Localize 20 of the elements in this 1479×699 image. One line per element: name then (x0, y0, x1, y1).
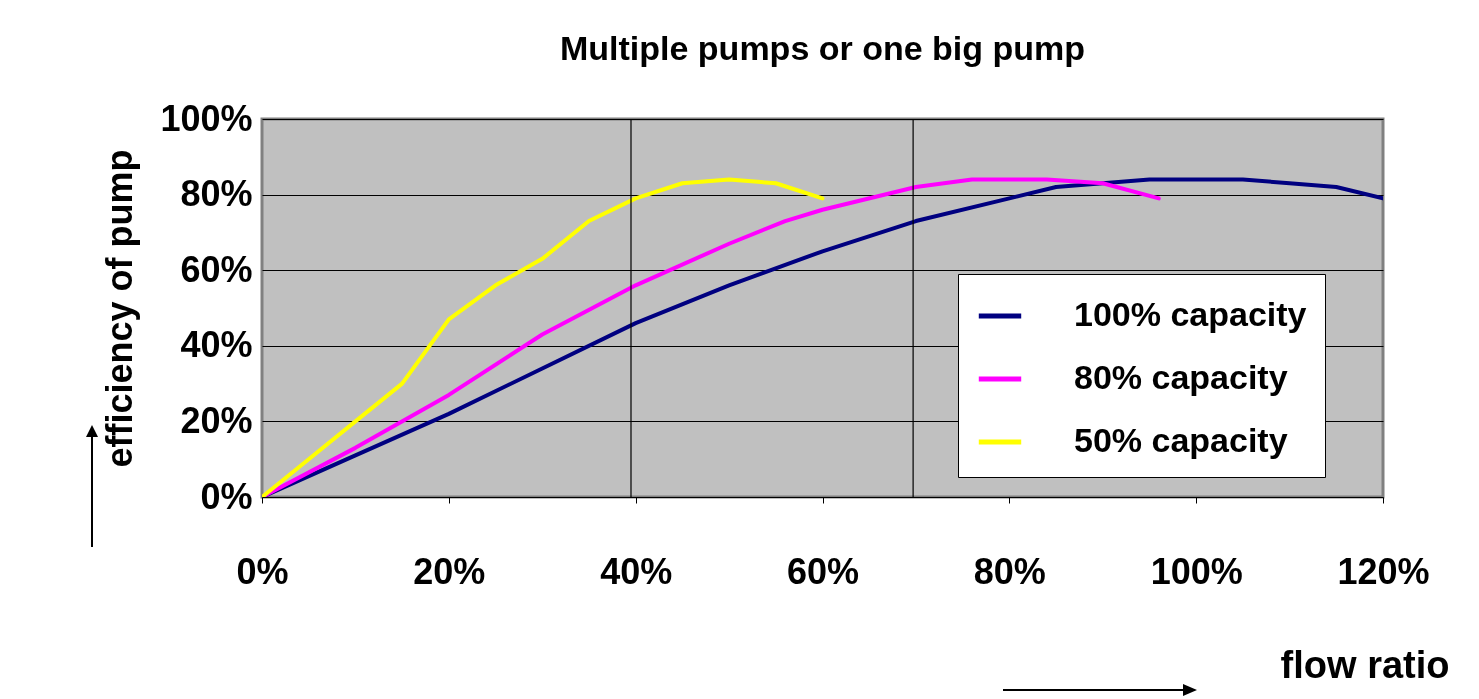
line-series (262, 177, 825, 497)
x-tick-label: 120% (1337, 550, 1430, 592)
y-axis-title: efficiency of pump (99, 149, 141, 468)
x-tick-label: 20% (413, 550, 486, 592)
x-tick-label: 100% (1150, 550, 1243, 592)
y-tick-label: 20% (180, 399, 253, 441)
y-tick-label: 60% (180, 248, 253, 290)
y-tick-label: 100% (160, 97, 253, 139)
x-tick-label: 80% (973, 550, 1046, 592)
y-tick-label: 80% (180, 173, 253, 215)
legend-label: 50% capacity (1074, 421, 1288, 459)
legend-label: 80% capacity (1074, 358, 1288, 396)
y-tick-label: 0% (200, 475, 253, 517)
legend-label: 100% capacity (1074, 295, 1307, 333)
x-tick-label: 60% (786, 550, 860, 592)
y-tick-label: 40% (180, 324, 253, 366)
x-axis-title: flow ratio (1280, 643, 1450, 686)
x-tick-label: 0% (236, 550, 289, 592)
x-tick-label: 40% (600, 550, 673, 592)
chart-title: Multiple pumps or one big pump (559, 29, 1086, 67)
